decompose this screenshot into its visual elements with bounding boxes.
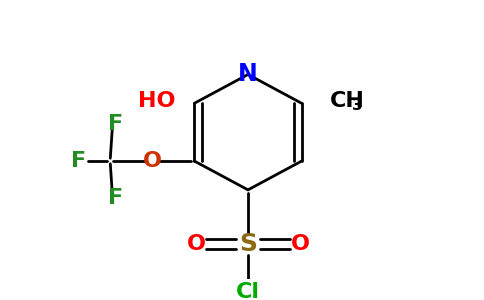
- Text: HO: HO: [137, 92, 175, 111]
- Text: 3: 3: [352, 98, 363, 113]
- Text: Cl: Cl: [236, 282, 260, 300]
- Text: F: F: [108, 188, 123, 208]
- Text: N: N: [238, 62, 258, 86]
- Text: O: O: [143, 151, 162, 171]
- Text: F: F: [71, 151, 86, 171]
- Text: S: S: [239, 232, 257, 256]
- Text: CH: CH: [330, 92, 364, 111]
- Text: F: F: [108, 114, 123, 134]
- Text: O: O: [186, 234, 206, 254]
- Text: O: O: [290, 234, 309, 254]
